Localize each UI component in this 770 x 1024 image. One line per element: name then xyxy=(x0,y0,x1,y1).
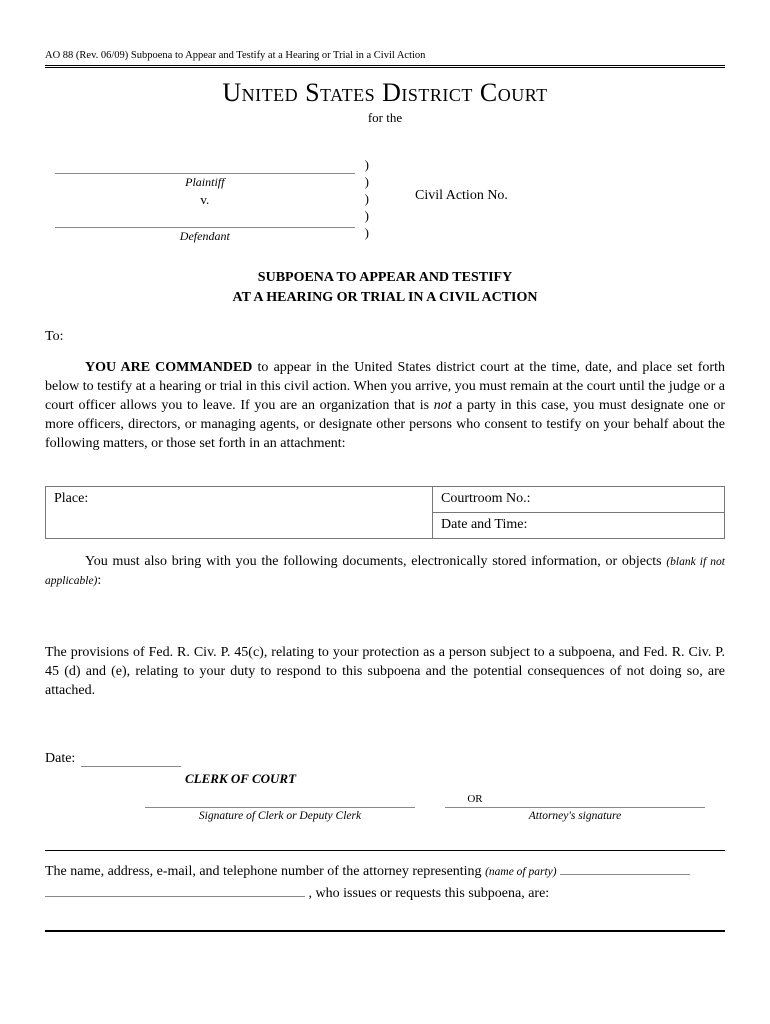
header-double-rule xyxy=(45,65,725,68)
place-time-table: Place: Courtroom No.: Date and Time: xyxy=(45,486,725,539)
clerk-signature-label: Signature of Clerk or Deputy Clerk xyxy=(145,810,415,822)
attorney-signature-label: Attorney's signature xyxy=(445,810,705,822)
bring-documents-text: You must also bring with you the followi… xyxy=(45,553,725,591)
documents-blank-space xyxy=(45,604,725,644)
section-divider xyxy=(45,850,725,851)
caption-parentheses: ))))) xyxy=(365,156,385,244)
attorney-info-text: The name, address, e-mail, and telephone… xyxy=(45,861,725,906)
attorney-signature-block: Attorney's signature xyxy=(445,807,705,822)
command-bold: YOU ARE COMMANDED xyxy=(85,360,252,375)
signature-row: Signature of Clerk or Deputy Clerk Attor… xyxy=(145,807,725,822)
bottom-rule xyxy=(45,930,725,932)
form-title: SUBPOENA TO APPEAR AND TESTIFY AT A HEAR… xyxy=(45,268,725,307)
form-title-line2: AT A HEARING OR TRIAL IN A CIVIL ACTION xyxy=(233,290,538,305)
clerk-signature-block: Signature of Clerk or Deputy Clerk xyxy=(145,807,415,822)
command-not: not xyxy=(434,398,452,413)
form-title-line1: SUBPOENA TO APPEAR AND TESTIFY xyxy=(258,270,512,285)
case-caption: Plaintiff v. Defendant ))))) Civil Actio… xyxy=(45,156,725,244)
name-of-party-label: (name of party) xyxy=(485,866,557,878)
datetime-cell[interactable]: Date and Time: xyxy=(433,512,725,538)
bring-colon: : xyxy=(97,573,101,588)
civil-action-label: Civil Action No. xyxy=(385,156,725,244)
provisions-text: The provisions of Fed. R. Civ. P. 45(c),… xyxy=(45,645,725,698)
attorney-signature-line[interactable] xyxy=(445,807,705,808)
who-issues-text: , who issues or requests this subpoena, … xyxy=(305,886,549,901)
clerk-of-court-label: CLERK OF COURT xyxy=(185,771,725,787)
date-label: Date: xyxy=(45,751,75,767)
plaintiff-blank[interactable] xyxy=(55,156,355,174)
caption-parties: Plaintiff v. Defendant xyxy=(45,156,365,244)
versus-label: v. xyxy=(45,192,365,208)
courtroom-cell[interactable]: Courtroom No.: xyxy=(433,486,725,512)
command-paragraph: YOU ARE COMMANDED to appear in the Unite… xyxy=(45,359,725,453)
attorney-info-blank[interactable] xyxy=(45,885,305,897)
plaintiff-label: Plaintiff xyxy=(45,175,365,190)
court-title: United States District Court xyxy=(45,78,725,108)
date-row: Date: xyxy=(45,751,725,767)
defendant-label: Defendant xyxy=(45,229,365,244)
to-label: To: xyxy=(45,329,725,345)
place-cell[interactable]: Place: xyxy=(46,486,433,538)
or-label: OR xyxy=(225,793,725,805)
date-blank[interactable] xyxy=(81,752,181,767)
attorney-rep-text: The name, address, e-mail, and telephone… xyxy=(45,864,485,879)
bring-text: You must also bring with you the followi… xyxy=(85,554,666,569)
provisions-paragraph: The provisions of Fed. R. Civ. P. 45(c),… xyxy=(45,644,725,701)
party-name-blank[interactable] xyxy=(560,863,690,875)
form-revision-header: AO 88 (Rev. 06/09) Subpoena to Appear an… xyxy=(45,50,725,61)
clerk-signature-line[interactable] xyxy=(145,807,415,808)
defendant-blank[interactable] xyxy=(55,210,355,228)
for-the-label: for the xyxy=(45,110,725,126)
